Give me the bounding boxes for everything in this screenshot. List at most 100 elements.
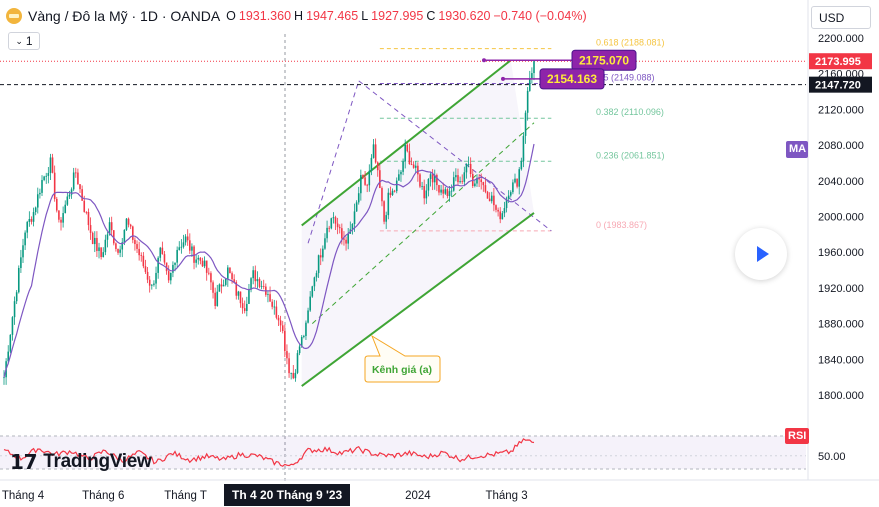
candle-body bbox=[220, 284, 223, 287]
candle-body bbox=[406, 144, 409, 152]
candle-body bbox=[36, 194, 39, 208]
candle-body bbox=[478, 178, 480, 180]
candle-body bbox=[520, 161, 523, 170]
candle-body bbox=[452, 177, 455, 191]
candle-body bbox=[410, 164, 413, 165]
candle-body bbox=[393, 190, 396, 192]
candle-body bbox=[178, 247, 181, 250]
candle-body bbox=[414, 165, 417, 168]
candle-body bbox=[203, 260, 206, 267]
price-tag bbox=[809, 76, 872, 93]
candle-body bbox=[256, 279, 259, 282]
candle-body bbox=[343, 238, 345, 240]
high-label: H bbox=[294, 9, 304, 23]
candle-body bbox=[134, 239, 136, 245]
candle-body bbox=[85, 211, 88, 213]
candle-body bbox=[254, 270, 257, 282]
candle-body bbox=[66, 196, 69, 205]
symbol-title[interactable]: Vàng / Đô la Mỹ · 1D · OANDA bbox=[28, 8, 221, 24]
play-icon bbox=[757, 246, 769, 262]
candle-body bbox=[121, 242, 124, 250]
candle-body bbox=[98, 247, 100, 252]
candle-body bbox=[461, 181, 464, 182]
fib-level-label: 0.236 (2061.851) bbox=[596, 150, 665, 160]
candle-body bbox=[345, 239, 347, 244]
candle-body bbox=[400, 171, 402, 175]
candle-body bbox=[214, 292, 216, 306]
candle-body bbox=[22, 245, 24, 258]
candle-body bbox=[167, 271, 170, 281]
channel-upper-line bbox=[301, 59, 512, 227]
rsi-level-label: 50.00 bbox=[818, 451, 846, 463]
close-value: 1930.620 bbox=[438, 9, 491, 23]
candle-body bbox=[524, 112, 527, 136]
candle-body bbox=[81, 189, 83, 201]
indicator-count: 1 bbox=[25, 34, 33, 48]
price-tick-label: 1920.000 bbox=[818, 283, 864, 295]
candle-body bbox=[322, 248, 324, 258]
candle-body bbox=[3, 377, 5, 379]
candle-body bbox=[528, 78, 531, 91]
candle-body bbox=[493, 195, 495, 206]
callout-dot bbox=[501, 76, 505, 81]
candle-body bbox=[89, 225, 92, 233]
candle-body bbox=[300, 336, 303, 347]
candle-body bbox=[87, 211, 90, 226]
candle-body bbox=[376, 162, 379, 171]
candle-body bbox=[157, 257, 159, 273]
channel-annotation-label: Kênh giá (a) bbox=[372, 364, 432, 376]
candle-body bbox=[362, 174, 364, 178]
candle-body bbox=[62, 213, 64, 223]
candle-body bbox=[161, 247, 164, 255]
candle-body bbox=[324, 238, 326, 249]
channel-mid-line bbox=[311, 122, 535, 324]
candle-body bbox=[455, 175, 457, 178]
candle-body bbox=[13, 301, 16, 318]
rsi-indicator-tag[interactable]: RSI bbox=[785, 428, 809, 444]
candle-body bbox=[448, 191, 451, 197]
callout-label: 2175.070 bbox=[579, 53, 629, 67]
candle-body bbox=[159, 247, 162, 258]
candle-body bbox=[241, 303, 244, 309]
candle-body bbox=[438, 185, 440, 193]
candle-body bbox=[526, 90, 529, 113]
indicators-toggle-button[interactable]: ⌄ 1 bbox=[8, 32, 40, 50]
candle-body bbox=[450, 190, 453, 192]
candle-body bbox=[197, 257, 200, 260]
tradingview-logo[interactable]: 17 TradingView bbox=[10, 450, 152, 474]
crosshair-date-badge: Th 4 20 Tháng 9 '23 bbox=[224, 484, 351, 506]
fib-level-label: 0.5 (2149.088) bbox=[596, 72, 655, 82]
currency-button[interactable]: USD bbox=[811, 6, 871, 29]
tradingview-logo-mark: 17 bbox=[10, 450, 38, 474]
candle-body bbox=[113, 230, 115, 244]
candle-body bbox=[43, 176, 45, 181]
candle-body bbox=[311, 286, 314, 297]
time-tick-label: Tháng 4 bbox=[2, 490, 45, 502]
candle-body bbox=[93, 237, 96, 245]
candle-body bbox=[497, 209, 499, 212]
rsi-band bbox=[0, 436, 806, 469]
candle-body bbox=[144, 266, 147, 272]
candle-body bbox=[370, 157, 373, 171]
candle-body bbox=[313, 277, 316, 287]
candle-body bbox=[49, 157, 52, 174]
candle-body bbox=[328, 227, 330, 229]
candle-body bbox=[153, 283, 155, 285]
price-tick-label: 1960.000 bbox=[818, 247, 864, 259]
candle-body bbox=[136, 244, 138, 249]
candle-body bbox=[7, 351, 10, 362]
candle-body bbox=[205, 260, 208, 273]
candle-body bbox=[372, 144, 375, 158]
candle-body bbox=[507, 195, 510, 199]
candle-body bbox=[317, 255, 320, 274]
candle-body bbox=[119, 249, 121, 253]
candle-body bbox=[469, 163, 472, 174]
channel-lower-line bbox=[301, 212, 535, 387]
replay-play-button[interactable] bbox=[735, 228, 787, 280]
candle-body bbox=[440, 189, 442, 193]
candle-body bbox=[138, 248, 140, 256]
candle-body bbox=[96, 237, 98, 252]
ma-indicator-tag[interactable]: MA bbox=[786, 141, 808, 158]
